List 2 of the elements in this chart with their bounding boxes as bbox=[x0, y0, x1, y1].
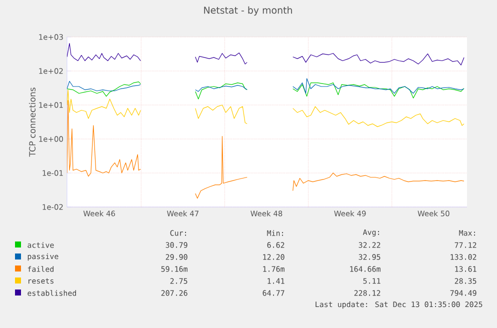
chart-title: Netstat - by month bbox=[204, 6, 292, 16]
y-axis-title: TCP connections bbox=[28, 88, 36, 157]
